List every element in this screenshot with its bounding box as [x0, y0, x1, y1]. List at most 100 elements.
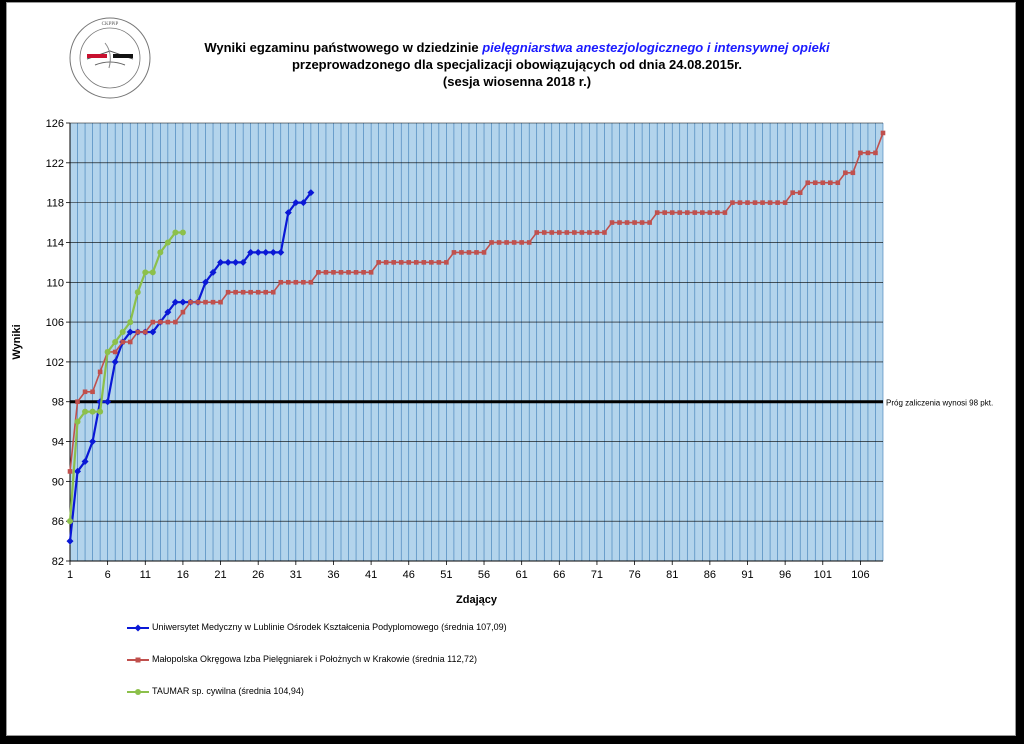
data-point-series-1	[292, 199, 300, 207]
data-point-series-2	[609, 220, 615, 225]
data-point-series-2	[233, 289, 238, 295]
x-tick-label: 106	[851, 569, 869, 581]
data-point-series-2	[413, 260, 419, 265]
data-point-series-2	[82, 389, 88, 395]
data-point-series-2	[67, 469, 73, 474]
data-point-series-1	[179, 298, 187, 306]
data-point-series-2	[158, 319, 163, 325]
data-point-series-2	[564, 230, 570, 235]
data-point-series-2	[195, 299, 201, 305]
data-point-series-2	[376, 260, 381, 265]
x-tick-label: 46	[403, 569, 415, 581]
data-point-series-2	[270, 289, 276, 295]
data-point-series-2	[225, 289, 231, 295]
data-point-series-2	[549, 230, 555, 235]
y-tick-label: 126	[46, 118, 64, 130]
data-point-series-3	[164, 239, 171, 246]
institution-logo: CKPPiP	[69, 17, 151, 99]
data-point-series-2	[75, 399, 80, 405]
data-point-series-2	[767, 200, 773, 205]
data-point-series-2	[218, 299, 223, 305]
data-point-series-2	[173, 319, 178, 325]
y-tick-label: 106	[46, 317, 64, 329]
data-point-series-2	[662, 210, 667, 215]
data-point-series-2	[421, 260, 427, 265]
legend-label-series-2: Małopolska Okręgowa Izba Pielęgniarek i …	[152, 654, 477, 664]
y-tick-label: 82	[52, 556, 64, 568]
data-point-series-2	[361, 270, 366, 275]
data-point-series-2	[391, 260, 396, 265]
chart-frame: CKPPiP Wyniki egzaminu państwowego w dzi…	[6, 2, 1016, 736]
data-point-series-2	[880, 130, 886, 136]
data-point-series-2	[632, 220, 637, 225]
y-tick-label: 102	[46, 357, 64, 369]
data-point-series-2	[255, 289, 261, 295]
threshold-label: Próg zaliczenia wynosi 98 pkt.	[886, 399, 993, 408]
data-point-series-1	[254, 248, 262, 256]
data-point-series-2	[210, 299, 216, 305]
x-tick-label: 71	[591, 569, 603, 581]
data-point-series-2	[782, 200, 788, 205]
data-point-series-2	[684, 210, 690, 215]
y-tick-label: 122	[46, 158, 64, 170]
data-point-series-3	[127, 319, 134, 326]
data-point-series-1	[126, 328, 134, 336]
x-tick-label: 51	[440, 569, 452, 581]
title-line-1-prefix: Wyniki egzaminu państwowego w dziedzinie	[204, 40, 483, 55]
data-point-series-2	[203, 299, 208, 305]
data-point-series-2	[248, 289, 253, 295]
x-tick-label: 41	[365, 569, 377, 581]
data-point-series-2	[873, 150, 878, 156]
data-point-series-3	[157, 249, 164, 256]
data-point-series-2	[722, 210, 728, 215]
data-point-series-2	[858, 150, 863, 156]
data-point-series-2	[331, 270, 336, 275]
data-point-series-2	[835, 180, 841, 186]
x-tick-label: 11	[140, 569, 151, 581]
x-tick-label: 6	[105, 569, 111, 581]
data-point-series-2	[557, 230, 562, 235]
data-point-series-2	[820, 180, 826, 186]
y-tick-label: 98	[52, 397, 64, 409]
data-point-series-3	[149, 269, 156, 276]
data-point-series-2	[496, 240, 502, 245]
data-point-series-2	[286, 279, 291, 285]
legend-label-series-3: TAUMAR sp. cywilna (średnia 104,94)	[152, 686, 304, 696]
data-point-series-2	[165, 319, 171, 325]
data-point-series-2	[602, 230, 607, 235]
data-point-series-2	[654, 210, 660, 215]
data-point-series-2	[647, 220, 652, 225]
title-line-1: Wyniki egzaminu państwowego w dziedzinie…	[157, 39, 877, 56]
title-line-1-highlight: pielęgniarstwa anestezjologicznego i int…	[482, 40, 830, 55]
data-point-series-2	[865, 150, 871, 156]
title-line-3: (sesja wiosenna 2018 r.)	[442, 74, 592, 89]
data-point-series-2	[112, 349, 118, 355]
data-point-series-2	[142, 329, 148, 335]
data-point-series-3	[134, 289, 141, 296]
x-tick-label: 16	[177, 569, 189, 581]
data-point-series-2	[406, 260, 412, 265]
data-point-series-1	[202, 278, 209, 286]
data-point-series-3	[74, 418, 81, 425]
data-point-series-2	[752, 200, 758, 205]
data-point-series-2	[572, 230, 577, 235]
data-point-series-2	[700, 210, 705, 215]
data-point-series-1	[209, 268, 217, 276]
x-tick-label: 91	[741, 569, 753, 581]
data-point-series-2	[790, 190, 795, 195]
data-point-series-2	[474, 250, 479, 255]
y-tick-label: 94	[52, 437, 64, 449]
data-point-series-2	[459, 250, 464, 255]
data-point-series-2	[715, 210, 720, 215]
data-point-series-2	[692, 210, 698, 215]
data-point-series-2	[278, 279, 284, 285]
data-point-series-2	[338, 270, 344, 275]
data-point-series-2	[308, 279, 314, 285]
data-point-series-3	[172, 229, 179, 236]
data-point-series-2	[504, 240, 509, 245]
data-point-series-1	[262, 248, 270, 256]
data-point-series-2	[316, 270, 321, 275]
data-point-series-2	[775, 200, 780, 205]
data-point-series-2	[534, 230, 540, 235]
data-point-series-3	[119, 329, 126, 336]
